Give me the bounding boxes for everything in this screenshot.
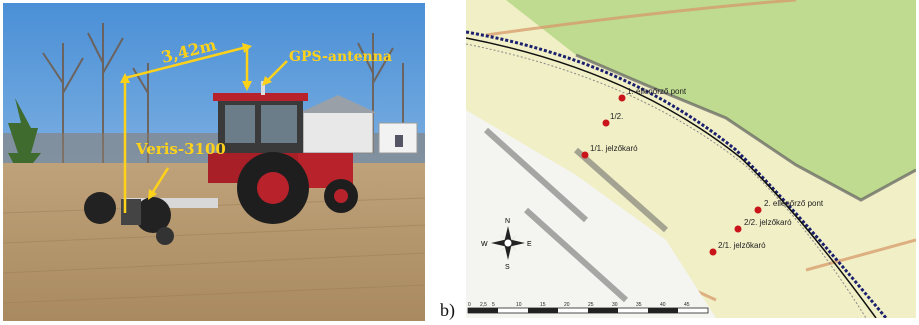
rear-rim: [257, 172, 289, 204]
tractor-photo-svg: 3,42m GPS-antenna Veris-3100: [3, 3, 425, 321]
point-2-ellenorzo: [754, 206, 762, 214]
label-point-1-1: 1/1. jelzőkaró: [590, 144, 638, 153]
flow-arrows: [483, 127, 668, 303]
cab-window: [225, 105, 255, 143]
track-dashed: [466, 30, 888, 318]
tractor-photo: 3,42m GPS-antenna Veris-3100: [3, 3, 425, 321]
veris-3100-implement: [84, 192, 218, 245]
window: [395, 135, 403, 147]
scale-tick-label: 45: [684, 302, 690, 308]
track-line: [466, 37, 877, 318]
annotation-arrowheads: [120, 43, 272, 200]
forest-edge: [575, 53, 916, 202]
scale-tick-label: 2,5: [480, 302, 487, 308]
point-1-2: [602, 119, 610, 127]
implement-wheel-left: [84, 192, 116, 224]
gps-antenna-mast: [261, 81, 265, 95]
cab-roof: [213, 93, 308, 101]
coulter-disk: [156, 227, 174, 245]
cab-window-right: [261, 105, 297, 143]
point-2-1: [709, 248, 717, 256]
scale-tick-label: 0: [468, 302, 471, 308]
annotation-lines: [123, 45, 288, 213]
scale-bar: 0 2,5 5 10 15 20 25 30 35 40 45: [467, 302, 709, 314]
scale-tick-label: 20: [564, 302, 570, 308]
field-map: 1. ellenőrző pont 1/2. 1/1. jelzőkaró 2.…: [466, 0, 916, 318]
scale-tick-label: 40: [660, 302, 666, 308]
scale-tick-label: 25: [588, 302, 594, 308]
implement-frame: [123, 198, 218, 208]
gps-track: [466, 30, 888, 318]
label-point-2: 2. ellenőrző pont: [764, 199, 824, 208]
point-1-ellenorzo: [618, 94, 626, 102]
scale-ticks: 0 2,5 5 10 15 20 25 30 35 40 45: [468, 302, 690, 308]
veris-label: Veris-3100: [135, 140, 226, 158]
track-gray: [466, 43, 867, 318]
point-1-1: [581, 151, 589, 159]
scale-tick-label: 30: [612, 302, 618, 308]
label-point-2-2: 2/2. jelzőkaró: [744, 218, 792, 227]
evergreen-tree: [8, 98, 41, 178]
white-area: [466, 110, 716, 318]
label-point-1: 1. ellenőrző pont: [627, 87, 687, 96]
gps-antenna-label: GPS-antenna: [289, 49, 392, 65]
point-2-2: [734, 225, 742, 233]
scale-tick-label: 5: [492, 302, 495, 308]
label-point-2-1: 2/1. jelzőkaró: [718, 241, 766, 250]
soil-field: [3, 163, 425, 321]
compass-e: E: [527, 241, 532, 248]
front-rim: [334, 189, 348, 203]
tractor: [208, 81, 358, 224]
soil-furrows: [3, 197, 425, 304]
compass-rose: N E S W: [481, 218, 532, 271]
farm-building: [302, 110, 374, 154]
compass-w: W: [481, 241, 488, 248]
scale-tick-label: 15: [540, 302, 546, 308]
label-point-1-2: 1/2.: [610, 112, 623, 121]
control-points: [581, 94, 762, 256]
implement-wheel-right: [135, 197, 171, 233]
field-map-svg: 1. ellenőrző pont 1/2. 1/1. jelzőkaró 2.…: [466, 0, 916, 318]
caption-b: b): [440, 300, 455, 320]
farm-roof: [299, 95, 377, 113]
scale-tick-label: 10: [516, 302, 522, 308]
scale-tick-label: 35: [636, 302, 642, 308]
compass-s: S: [505, 264, 510, 271]
compass-n: N: [505, 218, 510, 225]
forest-area: [506, 0, 916, 200]
